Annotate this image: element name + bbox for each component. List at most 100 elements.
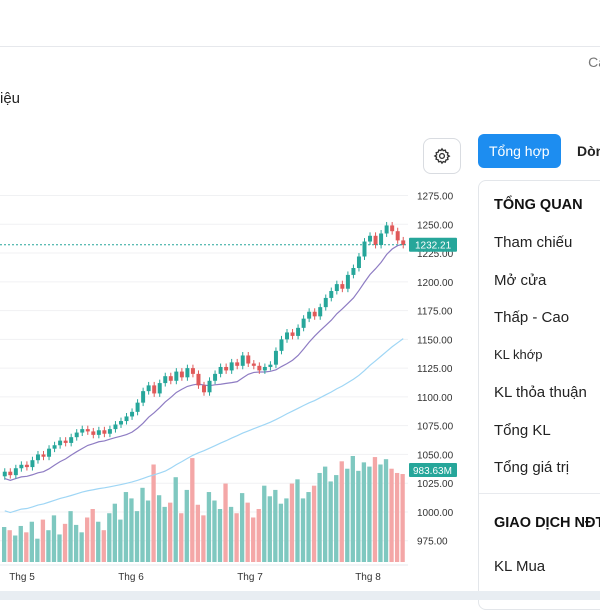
volume-bar [267,496,272,562]
candle-body [141,391,146,403]
volume-bar [394,472,400,562]
volume-bar [57,534,62,562]
candle-body [318,307,323,317]
candle-body [69,437,74,443]
row-buy-volume: KL Mua [494,558,546,575]
candle-body [329,291,334,298]
candle-body [163,376,168,384]
candle-body [52,445,57,449]
volume-bar [389,468,394,562]
volume-bar [378,464,383,562]
volume-bar [73,524,79,562]
ma-short-line [4,243,404,481]
volume-bar [46,530,51,562]
y-tick-label: 1075.00 [417,422,454,433]
candle-body [74,432,79,438]
candle-body [323,297,328,308]
volume-bar [118,519,123,562]
foreign-heading: GIAO DỊCH NĐT [494,515,600,531]
volume-bar [107,513,112,562]
tab-cashflow[interactable]: Dòn [577,143,600,159]
volume-bar [262,485,267,562]
page-title: iệu [0,90,21,107]
volume-bar [273,489,278,562]
candle-body [379,233,384,245]
candle-body [96,430,101,435]
candle-body [240,355,245,366]
row-matched-volume: KL khớp [494,347,543,362]
candle-body [63,440,68,443]
price-chart[interactable]: 1275.00 1250.00 1225.00 1200.00 1175.00 1150.… [0,178,470,590]
candle-body [47,448,52,457]
volume-bar [96,521,101,562]
y-tick-label: 1275.00 [417,192,454,203]
chart-settings-button[interactable] [423,138,461,174]
volume-bar [201,515,206,562]
candle-body [35,454,40,461]
volume-bar [223,483,228,562]
candle-body [168,376,173,381]
candle-body [102,430,107,434]
bottom-scrollbar[interactable] [0,591,600,600]
volume-bar [339,461,344,562]
volume-bar [251,517,256,562]
volume-bar [101,530,106,562]
row-low-high: Thấp - Cao [494,309,570,326]
volume-bar [62,523,68,562]
candle-body [24,464,29,468]
candle-body [351,268,356,275]
candle-body [130,411,135,417]
last-price-badge [409,237,457,252]
candle-body [41,454,46,457]
y-tick-label: 1000.00 [417,508,454,519]
volume-bar [140,487,145,562]
candle-body [174,371,179,381]
volume-bar [68,511,73,562]
volume-bar [322,466,328,562]
y-tick-label: 1050.00 [417,450,454,461]
volume-bar [212,500,217,562]
y-tick-label: 1025.00 [417,479,454,490]
candle-body [113,424,118,430]
volume-bar [168,502,173,562]
volume-bar [79,532,84,562]
candle-body [362,241,367,257]
ma-long-line [4,338,404,514]
volume-bar [239,493,245,562]
candle-body [152,385,157,394]
volume-bar [51,515,57,562]
volume-bar [311,485,317,562]
candle-body [384,225,389,234]
y-tick-label: 975.00 [417,537,448,548]
candle-body [157,383,162,394]
y-tick-label: 1225.00 [417,249,454,260]
candle-body [345,274,350,289]
volume-bar [156,495,162,562]
candle-body [224,366,229,371]
row-total-volume: Tổng KL [494,422,551,439]
volume-bar [245,502,250,562]
tab-summary[interactable]: Tổng hợp [478,134,561,168]
volume-bar [29,521,34,562]
volume-bar [7,530,12,562]
volume-bar [112,503,118,562]
volume-bar [190,458,195,562]
volume-bar [217,509,223,562]
y-tick-label: 1100.00 [417,393,453,404]
candle-body [207,380,212,393]
candle-body [30,460,35,468]
y-tick-label: 1200.00 [417,278,454,289]
volume-bar [361,462,367,562]
candle-body [235,362,240,366]
candle-body [196,373,201,386]
volume-bar [129,498,134,562]
volume-bar [306,492,311,562]
y-tick-label: 1250.00 [417,220,454,231]
volume-bar [234,513,239,562]
candle-body [13,468,18,476]
volume-bar [162,506,167,562]
volume-bar [13,535,18,562]
gear-icon [433,147,451,165]
y-tick-label: 1125.00 [417,364,453,375]
candle-body [373,235,378,245]
